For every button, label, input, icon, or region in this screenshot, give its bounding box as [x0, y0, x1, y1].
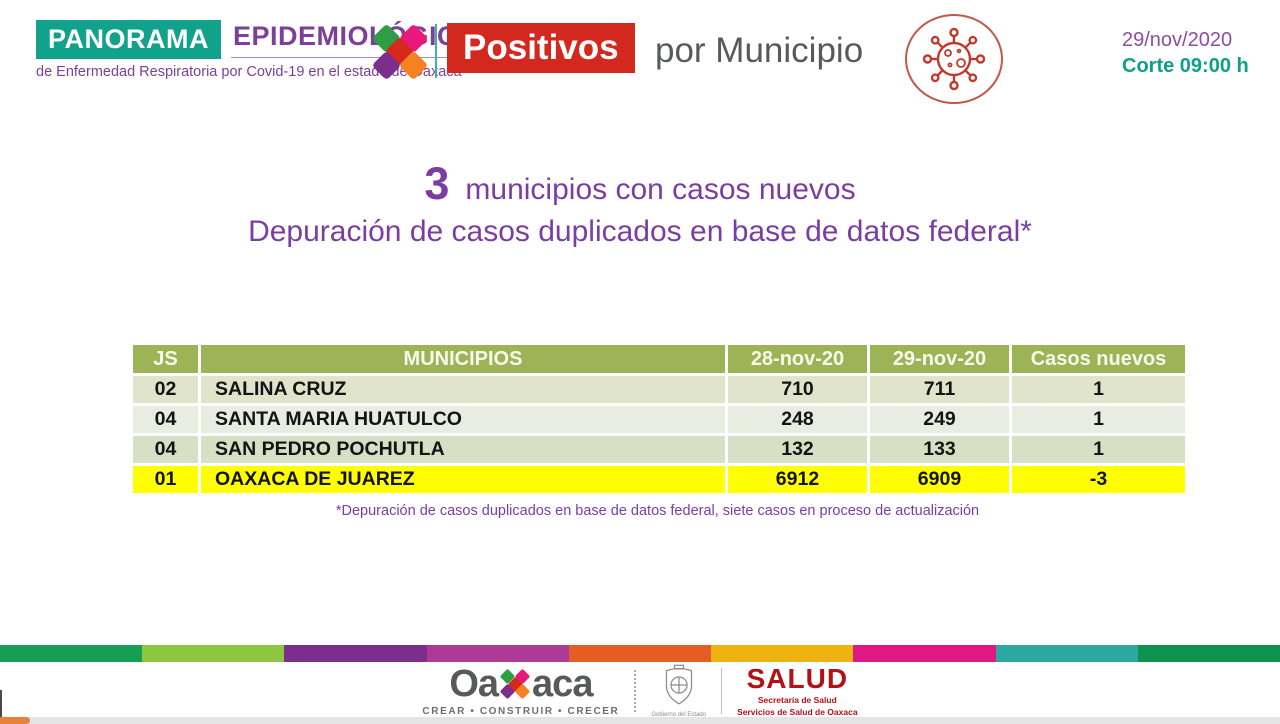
oaxaca-word-prefix: Oa: [449, 663, 499, 705]
oaxaca-diamond-x-icon: [499, 668, 531, 700]
table-footnote: *Depuración de casos duplicados en base …: [335, 503, 980, 519]
cell-nuevos: 1: [1009, 373, 1188, 406]
table-header-row: JS MUNICIPIOS 28-nov-20 29-nov-20 Casos …: [130, 342, 1188, 376]
report-date: 29/nov/2020: [1122, 29, 1233, 51]
cell-28nov: 6912: [725, 463, 870, 496]
salud-logo: SALUD Secretaría de Salud Servicios de S…: [737, 663, 858, 718]
headline-line1: municipios con casos nuevos: [465, 173, 856, 206]
cell-nuevos: 1: [1009, 433, 1188, 466]
brand-epidemiologico-label: EPIDEMIOLÓGICO: [231, 21, 481, 58]
cell-js: 01: [130, 463, 201, 496]
cell-28nov: 710: [725, 373, 870, 406]
gobierno-crest: Gobierno del Estado: [651, 664, 706, 718]
salud-subtitle-2: Servicios de Salud de Oaxaca: [737, 707, 858, 717]
stripe-segment: [1137, 645, 1280, 662]
col-header-js: JS: [130, 342, 201, 376]
cell-29nov: 249: [867, 403, 1012, 436]
brand-panorama-label: PANORAMA: [36, 20, 221, 59]
viewer-edge-line: [0, 690, 2, 724]
cell-29nov: 6909: [867, 463, 1012, 496]
stripe-segment: [426, 645, 569, 662]
col-header-casos-nuevos: Casos nuevos: [1009, 342, 1188, 376]
cell-nuevos: -3: [1009, 463, 1188, 496]
oaxaca-tagline: CREAR • CONSTRUIR • CRECER: [422, 706, 620, 717]
stripe-segment: [0, 645, 143, 662]
video-progress-fill[interactable]: [0, 717, 30, 724]
stripe-segment: [568, 645, 712, 662]
oaxaca-word-suffix: aca: [532, 663, 593, 705]
cell-municipio: SANTA MARIA HUATULCO: [198, 403, 728, 436]
col-header-29nov: 29-nov-20: [867, 342, 1012, 376]
footer-logos: Oa aca CREAR • CONSTRUIR • CRECER: [0, 663, 1280, 719]
cell-js: 04: [130, 403, 201, 436]
table-row: 04 SAN PEDRO POCHUTLA 132 133 1: [130, 433, 1188, 466]
cell-municipio: SALINA CRUZ: [198, 373, 728, 406]
col-header-28nov: 28-nov-20: [725, 342, 870, 376]
video-progress-bar[interactable]: [0, 717, 1280, 724]
brand-header: PANORAMA EPIDEMIOLÓGICO de Enfermedad Re…: [36, 20, 481, 80]
stripe-segment: [711, 645, 854, 662]
footer-stripe: [0, 645, 1280, 662]
stripe-segment: [995, 645, 1138, 662]
cell-29nov: 711: [867, 373, 1012, 406]
municipality-table: JS MUNICIPIOS 28-nov-20 29-nov-20 Casos …: [130, 342, 1188, 496]
section-title-highlight: Positivos: [447, 23, 635, 73]
stripe-segment: [284, 645, 427, 662]
virus-icon: [903, 13, 1005, 110]
footer-line-divider: [721, 668, 723, 714]
cell-28nov: 248: [725, 403, 870, 436]
cell-municipio: OAXACA DE JUAREZ: [198, 463, 728, 496]
table-row: 04 SANTA MARIA HUATULCO 248 249 1: [130, 403, 1188, 436]
gobierno-caption: Gobierno del Estado: [651, 712, 707, 718]
cell-js: 02: [130, 373, 201, 406]
header-divider: [435, 24, 437, 78]
cell-29nov: 133: [867, 433, 1012, 466]
cell-28nov: 132: [725, 433, 870, 466]
stripe-segment: [853, 645, 996, 662]
oaxaca-logo: Oa aca CREAR • CONSTRUIR • CRECER: [422, 665, 619, 717]
cell-js: 04: [130, 433, 201, 466]
table-row: 02 SALINA CRUZ 710 711 1: [130, 373, 1188, 406]
report-cutoff-time: Corte 09:00 h: [1122, 55, 1249, 77]
oaxaca-diamond-logo-icon: [371, 23, 429, 81]
headline: 3 municipios con casos nuevos Depuración …: [0, 158, 1280, 249]
col-header-municipios: MUNICIPIOS: [198, 342, 728, 376]
stripe-segment: [142, 645, 285, 662]
brand-subtitle: de Enfermedad Respiratoria por Covid-19 …: [36, 64, 462, 80]
salud-subtitle-1: Secretaría de Salud: [757, 695, 837, 705]
footer-dotted-divider: [634, 670, 637, 712]
section-title-rest: por Municipio: [655, 31, 864, 70]
table-row-highlighted: 01 OAXACA DE JUAREZ 6912 6909 -3: [130, 463, 1188, 496]
cell-municipio: SAN PEDRO POCHUTLA: [198, 433, 728, 466]
new-cases-municipality-count: 3: [424, 158, 450, 209]
salud-title: SALUD: [746, 663, 849, 694]
report-date-block: 29/nov/2020 Corte 09:00 h: [1122, 27, 1249, 79]
gobierno-crest-icon: [665, 664, 692, 705]
cell-nuevos: 1: [1009, 403, 1188, 436]
headline-line2: Depuración de casos duplicados en base d…: [248, 215, 1032, 248]
